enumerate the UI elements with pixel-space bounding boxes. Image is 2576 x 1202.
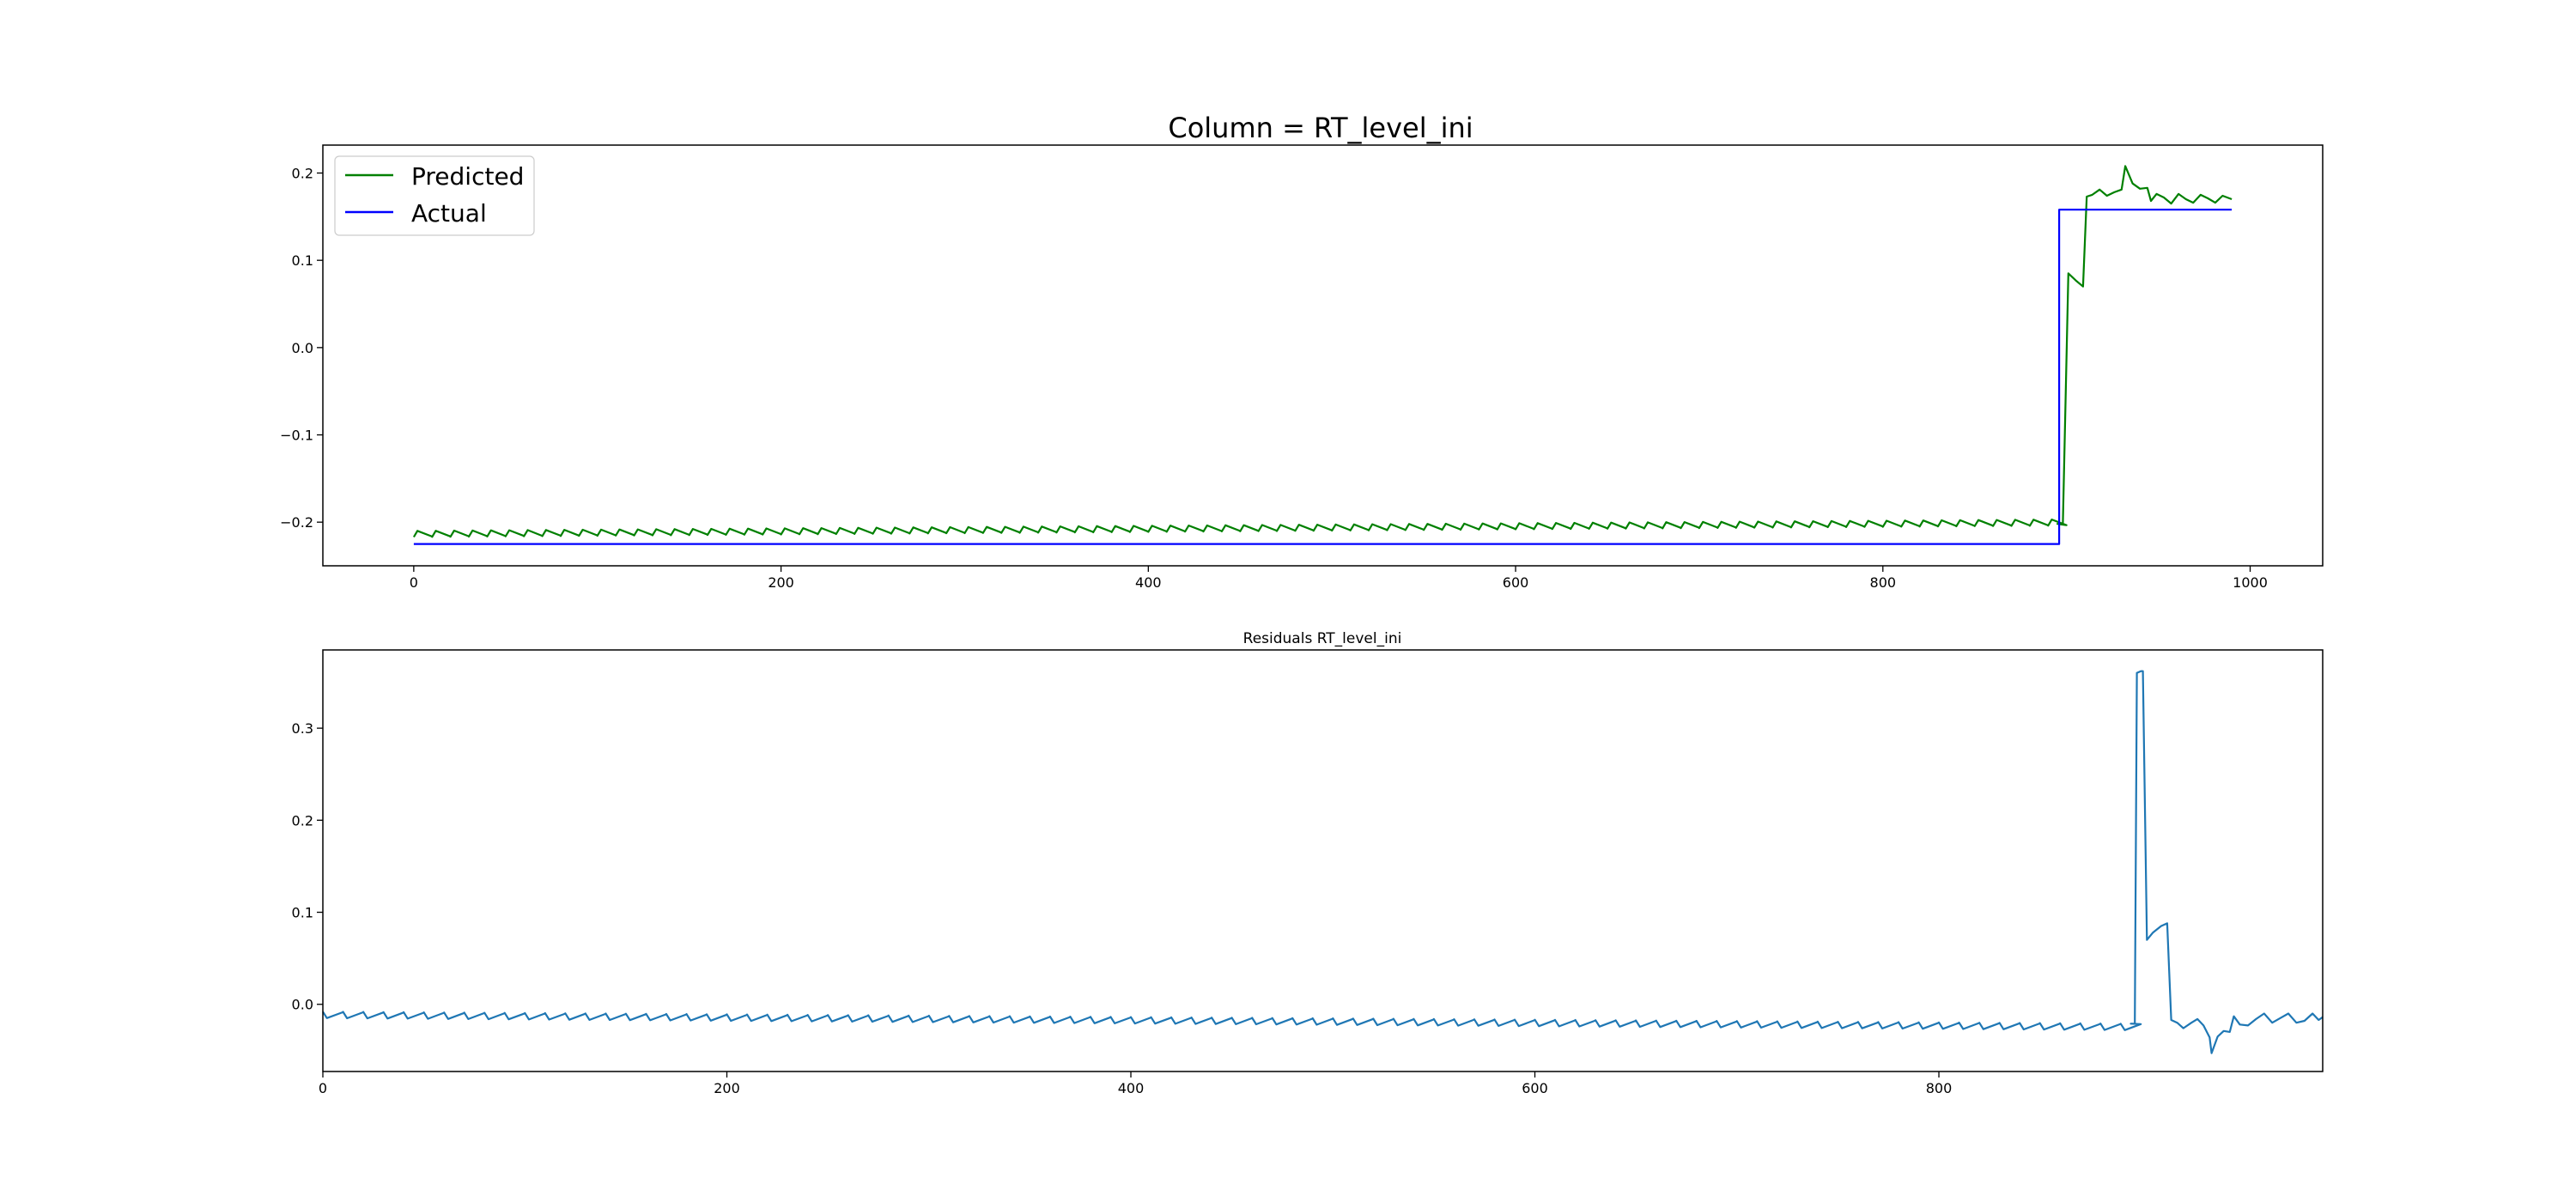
prediction-chart-y-tick-label: 0.0 (292, 340, 313, 356)
prediction-chart-y-tick-label: 0.1 (292, 252, 313, 269)
legend: Predicted Actual (334, 155, 535, 236)
prediction-chart-axes-frame (322, 144, 2324, 567)
prediction-chart-ticks: 0 200 400 600 800 1000 −0.2 −0.1 0.0 0.1 0.2 (280, 166, 2268, 591)
residuals-chart-series (322, 670, 2324, 1054)
prediction-chart-x-tick-label: 800 (1870, 574, 1897, 591)
residuals-chart-x-tick-label: 400 (1118, 1080, 1145, 1096)
prediction-chart-series (412, 165, 2233, 545)
residuals-chart-title: Residuals RT_level_ini (1243, 630, 1402, 647)
prediction-chart-x-tick-label: 200 (768, 574, 794, 591)
prediction-chart-y-tick-label: 0.2 (292, 166, 313, 182)
prediction-chart-y-tick-label: −0.2 (280, 514, 313, 531)
prediction-chart-actual-line (413, 209, 2233, 545)
prediction-chart-x-tick-label: 1000 (2233, 574, 2268, 591)
prediction-chart-y-tick-label: −0.1 (280, 428, 313, 444)
residuals-chart-ticks: 0 200 400 600 800 0.0 0.1 0.2 0.3 (292, 720, 1953, 1096)
residuals-chart-x-tick-label: 0 (319, 1080, 327, 1096)
residuals-chart-y-tick-label: 0.3 (292, 720, 313, 737)
residuals-chart-x-tick-label: 600 (1522, 1080, 1548, 1096)
prediction-chart-x-tick-label: 400 (1135, 574, 1162, 591)
prediction-chart: Column = RT_level_ini 0 200 400 600 800 1000 −… (280, 112, 2324, 591)
residuals-chart-x-tick-label: 200 (714, 1080, 740, 1096)
residuals-chart-residual-line (322, 670, 2324, 1054)
legend-predicted-label: Predicted (411, 162, 524, 191)
residuals-chart-y-tick-label: 0.1 (292, 905, 313, 921)
prediction-chart-x-tick-label: 600 (1503, 574, 1529, 591)
chart-title: Column = RT_level_ini (1168, 112, 1473, 144)
prediction-chart-x-tick-label: 0 (410, 574, 418, 591)
residuals-chart-x-tick-label: 800 (1926, 1080, 1953, 1096)
residuals-chart-axes-frame (322, 649, 2324, 1072)
residuals-chart: Residuals RT_level_ini 0 200 400 600 8000.00… (292, 630, 2324, 1096)
residuals-chart-y-tick-label: 0.0 (292, 997, 313, 1013)
residuals-chart-y-tick-label: 0.2 (292, 812, 313, 829)
prediction-chart-predicted-line (412, 165, 2233, 538)
legend-actual-label: Actual (411, 199, 487, 228)
